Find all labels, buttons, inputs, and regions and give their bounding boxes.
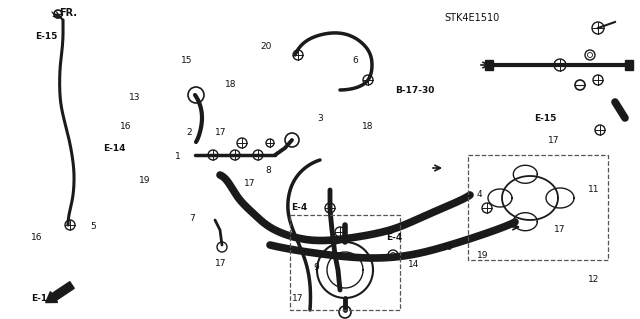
Text: 14: 14 <box>408 260 420 269</box>
Text: 19: 19 <box>139 176 150 185</box>
Text: 10: 10 <box>442 243 454 252</box>
Text: FR.: FR. <box>59 8 77 18</box>
Text: 9: 9 <box>314 263 319 272</box>
Bar <box>290 215 400 310</box>
Text: 17: 17 <box>548 136 559 145</box>
Text: 18: 18 <box>225 80 236 89</box>
Text: B-17-30: B-17-30 <box>396 86 435 95</box>
Text: 16: 16 <box>31 233 43 242</box>
Text: 3: 3 <box>317 114 323 122</box>
Text: 5: 5 <box>90 222 95 231</box>
Text: 13: 13 <box>129 93 141 102</box>
Text: 4: 4 <box>477 190 483 199</box>
Text: E-14: E-14 <box>104 144 126 153</box>
Text: 18: 18 <box>362 122 374 130</box>
Text: 8: 8 <box>266 166 271 175</box>
Text: 1: 1 <box>175 152 180 161</box>
Text: E-4: E-4 <box>386 233 402 242</box>
Text: 16: 16 <box>120 122 132 130</box>
Text: 20: 20 <box>260 42 271 51</box>
Text: 2: 2 <box>186 128 191 137</box>
Text: E-15: E-15 <box>534 114 557 122</box>
Text: 17: 17 <box>215 259 227 268</box>
Text: 11: 11 <box>588 185 599 194</box>
Text: STK4E1510: STK4E1510 <box>445 12 500 23</box>
Text: 12: 12 <box>588 275 599 284</box>
Text: 17: 17 <box>215 128 227 137</box>
Text: 17: 17 <box>244 179 255 188</box>
Text: 6: 6 <box>353 56 358 65</box>
Text: E-1: E-1 <box>31 294 47 303</box>
Text: 15: 15 <box>180 56 192 65</box>
Text: 17: 17 <box>292 294 303 303</box>
Text: E-15: E-15 <box>35 32 58 41</box>
Bar <box>468 155 608 260</box>
Bar <box>625 60 633 70</box>
FancyArrow shape <box>45 282 74 302</box>
Text: E-4: E-4 <box>291 203 307 212</box>
Text: 17: 17 <box>554 225 566 234</box>
Bar <box>485 60 493 70</box>
Text: 19: 19 <box>477 251 489 260</box>
Text: 7: 7 <box>189 214 195 223</box>
